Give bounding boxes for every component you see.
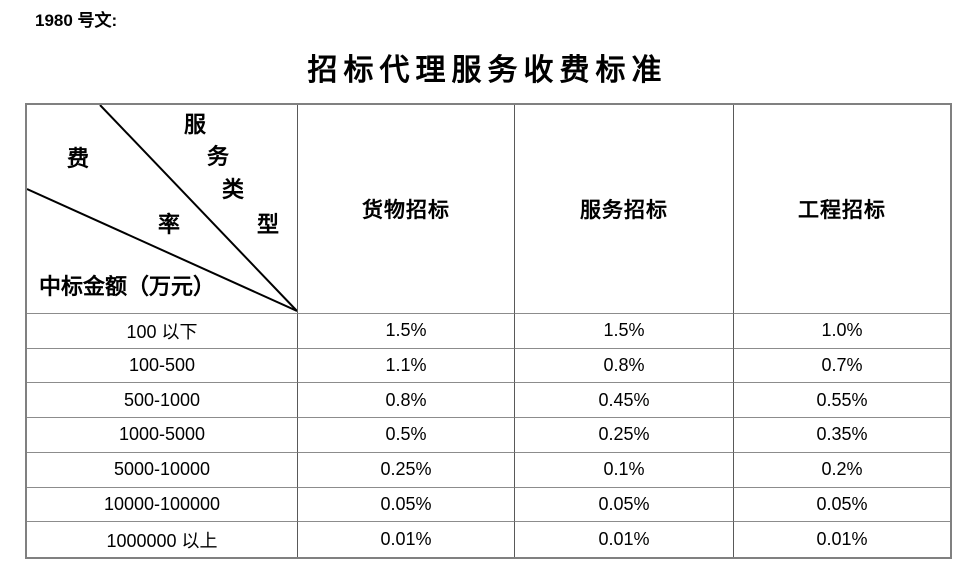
corner-header-cell: 服 务 类 型 费 率 中标金额（万元）	[27, 105, 298, 314]
rate-cell: 0.45%	[515, 383, 734, 419]
amount-range-cell: 100 以下	[27, 314, 298, 349]
amount-range-cell: 10000-100000	[27, 487, 298, 523]
rate-cell: 0.25%	[515, 418, 734, 453]
rate-cell: 0.7%	[734, 349, 950, 384]
rate-cell: 0.05%	[734, 488, 950, 523]
rate-cell: 1.0%	[734, 314, 950, 349]
row-axis-label: 中标金额（万元）	[39, 274, 216, 299]
rate-cell: 1.1%	[298, 348, 515, 384]
rate-cell: 0.01%	[298, 522, 515, 557]
corner-label-service-type-char: 务	[206, 144, 230, 169]
column-header-services: 服务招标	[515, 105, 734, 314]
rate-cell: 0.5%	[298, 418, 515, 453]
rate-cell: 1.5%	[515, 314, 734, 349]
amount-range-cell: 1000-5000	[27, 418, 298, 453]
amount-range-cell: 5000-10000	[27, 452, 298, 488]
fee-standard-table: 服 务 类 型 费 率 中标金额（万元） 货物招标 服务招标 工程招标 100 …	[25, 103, 952, 559]
rate-cell: 1.5%	[298, 314, 515, 349]
rate-cell: 0.01%	[515, 522, 734, 557]
rate-cell: 0.05%	[298, 487, 515, 523]
corner-label-service-type-char: 服	[183, 112, 207, 137]
corner-label-fee-rate-char: 率	[157, 212, 181, 237]
corner-label-service-type-char: 类	[221, 177, 245, 202]
amount-range-cell: 100-500	[27, 348, 298, 384]
rate-cell: 0.05%	[515, 487, 734, 523]
rate-cell: 0.35%	[734, 418, 950, 453]
column-header-goods: 货物招标	[298, 105, 515, 314]
amount-range-cell: 500-1000	[27, 383, 298, 419]
rate-cell: 0.25%	[298, 452, 515, 488]
corner-label-fee-rate-char: 费	[66, 146, 90, 171]
rate-cell: 0.8%	[298, 383, 515, 419]
rate-cell: 0.01%	[816, 529, 868, 550]
amount-range-cell: 1000000 以上	[27, 522, 298, 557]
column-header-works: 工程招标	[734, 105, 950, 314]
corner-label-service-type-char: 型	[256, 212, 280, 237]
rate-cell: 0.55%	[734, 383, 950, 419]
page-title: 招标代理服务收费标准	[307, 54, 668, 87]
rate-cell: 0.1%	[515, 452, 734, 488]
doc-number-label: 1980 号文:	[35, 11, 118, 30]
rate-cell: 0.8%	[515, 348, 734, 384]
rate-cell: 0.2%	[734, 453, 950, 488]
diagonal-divider-lines	[27, 105, 297, 312]
